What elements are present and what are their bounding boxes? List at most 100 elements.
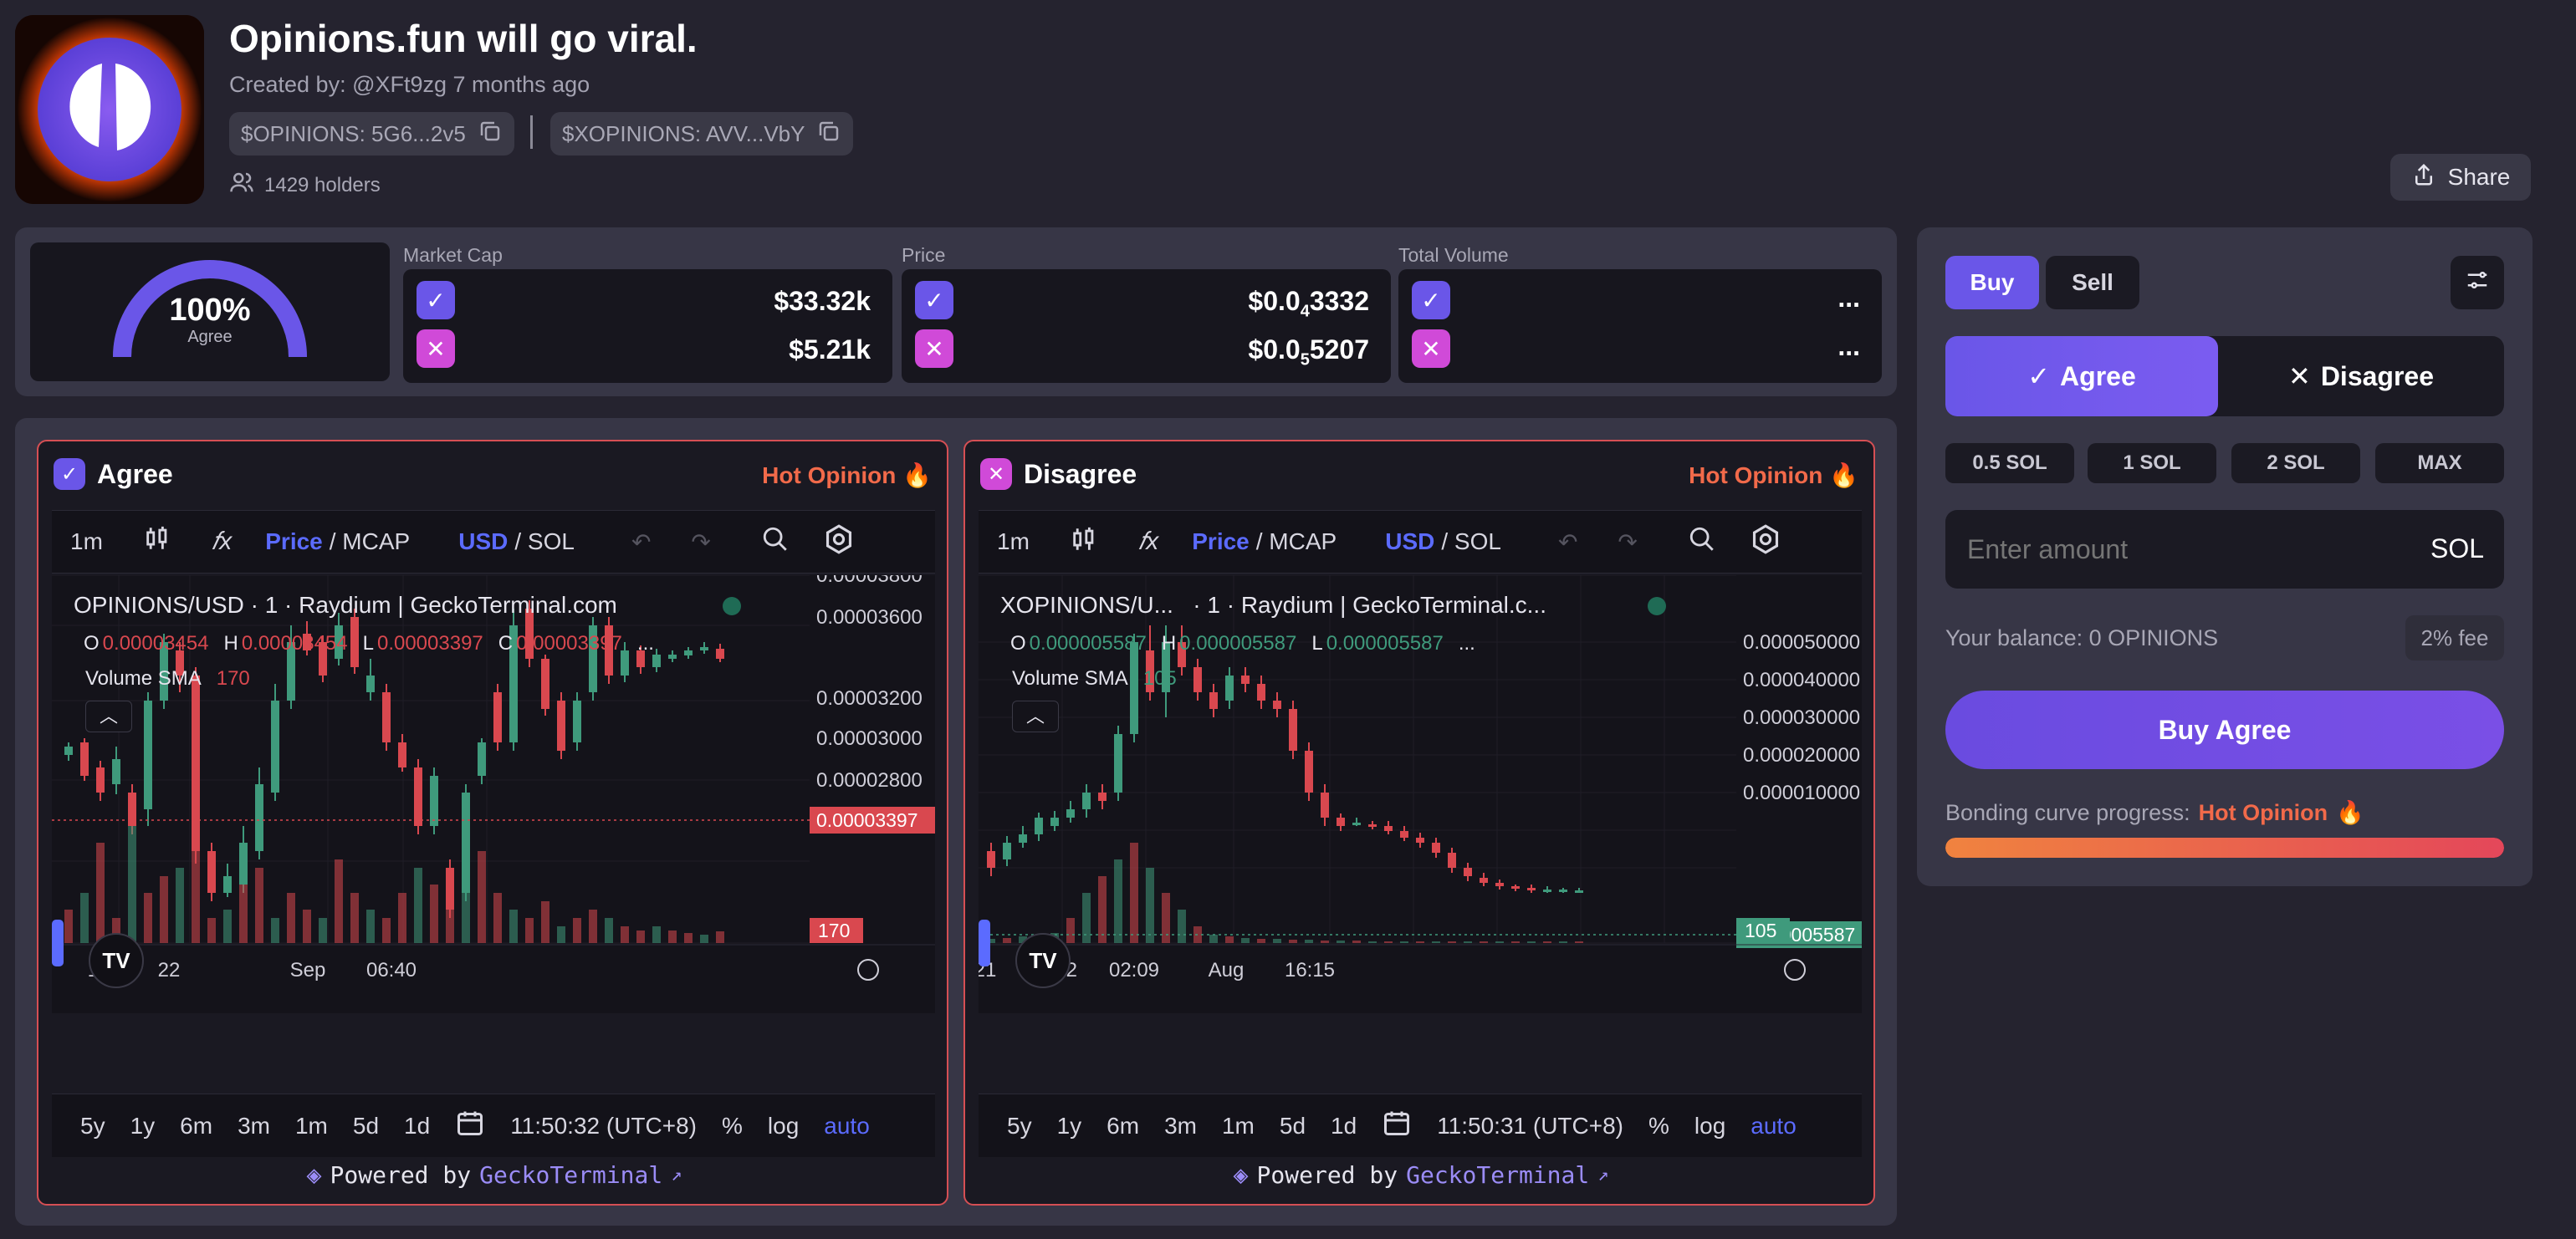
candle [1400, 831, 1408, 838]
mcap-toggle[interactable]: / MCAP [1255, 528, 1337, 554]
undo-icon[interactable]: ↶ [631, 528, 652, 555]
usd-toggle[interactable]: USD [458, 528, 509, 554]
agree-price-chart[interactable]: 0.00003800 0.00003600 0.00003200 0.00003000… [52, 575, 935, 1013]
interval-button[interactable]: 1m [70, 528, 103, 554]
interval-button[interactable]: 1m [997, 528, 1030, 554]
range-6m[interactable]: 6m [180, 1112, 213, 1139]
tradingview-logo-icon[interactable]: TV [1015, 933, 1071, 988]
amount-1-sol[interactable]: 1 SOL [2088, 443, 2216, 483]
auto-toggle[interactable]: auto [824, 1112, 870, 1139]
range-6m[interactable]: 6m [1107, 1112, 1140, 1139]
tradingview-logo-icon[interactable]: TV [89, 933, 144, 988]
geckoterminal-link[interactable]: GeckoTerminal [1406, 1161, 1590, 1189]
token-address-xopinions[interactable]: $XOPINIONS: AVV...VbY [550, 112, 854, 156]
undo-icon[interactable]: ↶ [1557, 528, 1578, 555]
price-toggle[interactable]: Price [1192, 528, 1250, 554]
settings-icon[interactable] [823, 523, 855, 561]
candle [1193, 667, 1202, 692]
zoom-icon[interactable] [761, 525, 790, 559]
sliders-icon [2465, 268, 2490, 298]
buy-tab[interactable]: Buy [1945, 256, 2039, 309]
price-toggle[interactable]: Price [265, 528, 323, 554]
sol-toggle[interactable]: / SOL [1441, 528, 1501, 554]
candle [1527, 888, 1536, 890]
calendar-icon[interactable] [1382, 1108, 1412, 1144]
ohlc-readout: O 0.000005587 H 0.000005587 L 0.000005587 .… [1010, 632, 1475, 655]
candle [1114, 734, 1122, 793]
range-1m[interactable]: 1m [1221, 1112, 1255, 1139]
range-5d[interactable]: 5d [1279, 1112, 1306, 1139]
amount-max[interactable]: MAX [2375, 443, 2504, 483]
sol-toggle[interactable]: / SOL [514, 528, 575, 554]
range-5y[interactable]: 5y [1007, 1112, 1032, 1139]
buy-agree-button[interactable]: Buy Agree [1945, 691, 2504, 769]
range-5y[interactable]: 5y [80, 1112, 105, 1139]
mcap-toggle[interactable]: / MCAP [329, 528, 411, 554]
candle [1209, 692, 1218, 709]
candle [1511, 886, 1520, 889]
zoom-icon[interactable] [1688, 525, 1716, 559]
agree-side-button[interactable]: ✓ Agree [1945, 336, 2218, 416]
check-icon: ✓ [2027, 361, 2051, 391]
range-1m[interactable]: 1m [294, 1112, 328, 1139]
collapse-legend-button[interactable]: ︿ [85, 701, 132, 732]
volume-bar [430, 885, 438, 943]
usd-toggle[interactable]: USD [1385, 528, 1435, 554]
range-3m[interactable]: 3m [1164, 1112, 1197, 1139]
volume-bar [1273, 939, 1281, 943]
log-toggle[interactable]: log [767, 1112, 800, 1139]
copy-icon[interactable] [816, 119, 841, 150]
amount-input[interactable] [1945, 510, 2397, 589]
y-tick-label: 0.000030000 [1743, 706, 1860, 729]
candle [1480, 878, 1488, 883]
volume-bar [414, 868, 422, 943]
candle [557, 701, 565, 751]
settings-icon[interactable] [1750, 523, 1781, 561]
disagree-price-chart[interactable]: 0.000050000 0.000040000 0.000030000 0.00002… [979, 575, 1862, 1013]
sell-tab[interactable]: Sell [2046, 256, 2139, 309]
range-1y[interactable]: 1y [130, 1112, 156, 1139]
log-toggle[interactable]: log [1694, 1112, 1726, 1139]
amount-0.5-sol[interactable]: 0.5 SOL [1945, 443, 2074, 483]
volume-bar [1575, 941, 1583, 943]
auto-toggle[interactable]: auto [1751, 1112, 1797, 1139]
range-1d[interactable]: 1d [1331, 1112, 1357, 1139]
candles-icon[interactable] [1070, 525, 1098, 559]
range-5d[interactable]: 5d [352, 1112, 380, 1139]
collapse-legend-button[interactable]: ︿ [1012, 701, 1059, 732]
percent-toggle[interactable]: % [722, 1112, 743, 1139]
share-button[interactable]: Share [2390, 154, 2531, 201]
candle [1432, 843, 1440, 853]
candle [1146, 650, 1154, 692]
geckoterminal-link[interactable]: GeckoTerminal [479, 1161, 663, 1189]
price-box: ✓ $0.043332 ✕ $0.055207 [902, 269, 1391, 383]
candle [366, 676, 375, 692]
percent-toggle[interactable]: % [1648, 1112, 1669, 1139]
copy-icon[interactable] [478, 119, 503, 150]
volume-bar [1241, 938, 1250, 943]
bonding-curve-label: Bonding curve progress: Hot Opinion 🔥 [1945, 799, 2364, 826]
slippage-settings-button[interactable] [2451, 256, 2504, 309]
indicators-icon[interactable]: 𝑓x [1137, 528, 1159, 555]
volume-tag: 170 [818, 920, 850, 941]
candles-icon[interactable] [143, 524, 171, 559]
token-address-opinions[interactable]: $OPINIONS: 5G6...2v5 [229, 112, 514, 156]
x-tick-label: 22 [158, 959, 181, 982]
volume-bar [1146, 868, 1154, 943]
range-1d[interactable]: 1d [404, 1112, 431, 1139]
range-1y[interactable]: 1y [1056, 1112, 1082, 1139]
candle [462, 793, 470, 893]
volume-bar [271, 918, 279, 943]
chart-range-bar: 5y 1y 6m 3m 1m 5d 1d 11:50:31 (UTC+8) % … [979, 1094, 1862, 1157]
range-3m[interactable]: 3m [238, 1112, 270, 1139]
price-disagree: $0.055207 [1248, 334, 1369, 370]
volume-bar [398, 893, 406, 943]
calendar-icon[interactable] [455, 1108, 485, 1144]
indicators-icon[interactable]: 𝑓x [211, 528, 233, 555]
disagree-side-button[interactable]: ✕ Disagree [2288, 360, 2434, 392]
volume-bar [1464, 941, 1472, 943]
volume-bar [668, 931, 677, 943]
redo-icon[interactable]: ↷ [691, 528, 711, 555]
amount-2-sol[interactable]: 2 SOL [2231, 443, 2360, 483]
redo-icon[interactable]: ↷ [1618, 528, 1638, 555]
